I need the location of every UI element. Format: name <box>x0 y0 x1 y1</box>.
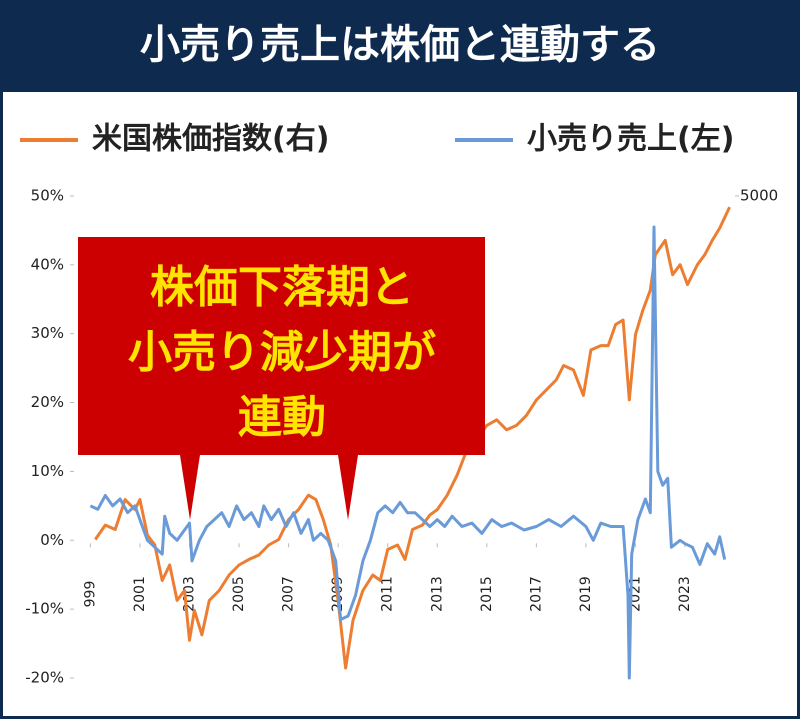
x-tick-label: 2019 <box>578 576 594 612</box>
annotation-box <box>78 237 485 520</box>
y-tick-label: 10% <box>31 462 64 480</box>
x-tick-label: 2017 <box>528 576 544 612</box>
x-tick-label: 2015 <box>479 576 495 612</box>
y-tick-label: 40% <box>31 255 64 273</box>
y-tick-label: 30% <box>31 324 64 342</box>
y2-tick-label: 5000 <box>740 187 778 205</box>
y-tick-label: 50% <box>31 187 64 205</box>
x-tick-label: 2013 <box>429 576 445 612</box>
chart-title: 小売り売上は株価と連動する <box>140 22 660 68</box>
x-tick-label: 2011 <box>380 576 396 612</box>
x-tick-label: 2007 <box>281 576 297 612</box>
series-line <box>89 225 727 680</box>
legend-label: 米国株価指数(右) <box>92 122 329 157</box>
annotation-text: 連動 <box>238 392 326 443</box>
annotation-text: 株価下落期と <box>150 262 414 313</box>
legend-label: 小売り売上(左) <box>527 122 734 157</box>
annotation-text: 小売り減少期が <box>128 327 436 378</box>
y-tick-label: 20% <box>31 393 64 411</box>
y-tick-label: -20% <box>25 669 64 687</box>
header <box>0 0 800 92</box>
x-tick-label: 2023 <box>677 576 693 612</box>
y-tick-label: 0% <box>40 531 64 549</box>
y-tick-label: -10% <box>25 600 64 618</box>
x-tick-label: 2001 <box>132 576 148 612</box>
series-line <box>94 206 731 670</box>
x-tick-label: 999 <box>82 581 98 608</box>
x-tick-label: 2005 <box>231 576 247 612</box>
